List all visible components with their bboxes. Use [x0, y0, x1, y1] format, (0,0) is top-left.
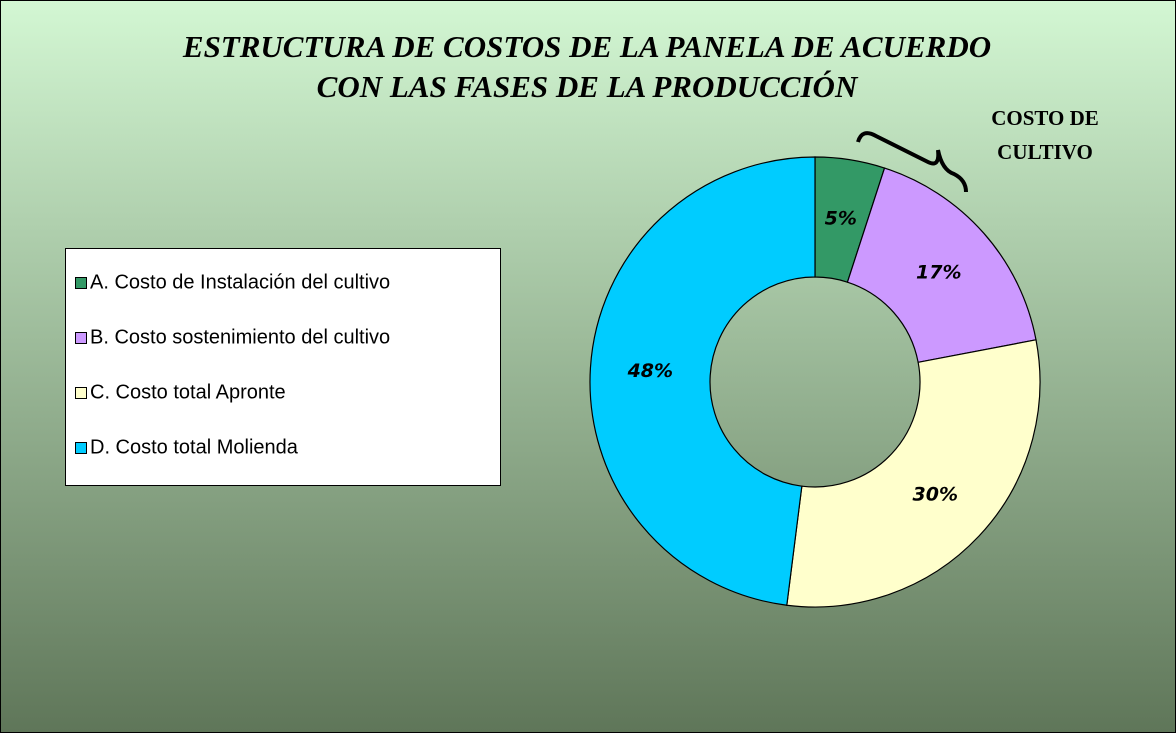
chart-title: ESTRUCTURA DE COSTOS DE LA PANELA DE ACU…: [182, 29, 991, 64]
legend-text: B. Costo sostenimiento del cultivo: [90, 326, 390, 348]
value-label: 30%: [913, 483, 958, 505]
value-label: 48%: [627, 360, 673, 382]
legend-text: D. Costo total Molienda: [90, 436, 299, 458]
donut-segment: [846, 167, 1037, 364]
legend-text: A. Costo de Instalación del cultivo: [90, 271, 390, 293]
legend-swatch: [75, 387, 87, 399]
legend-swatch: [75, 442, 87, 454]
annotation: COSTO DE: [991, 106, 1099, 130]
legend-swatch: [75, 277, 87, 289]
chart-title: CON LAS FASES DE LA PRODUCCIÓN: [317, 69, 859, 104]
donut-segment: [786, 339, 1041, 608]
annotation: CULTIVO: [997, 140, 1093, 164]
legend-text: C. Costo total Apronte: [90, 381, 286, 403]
legend-swatch: [75, 332, 87, 344]
value-label: 17%: [916, 261, 961, 283]
value-label: 5%: [825, 208, 857, 230]
donut-segment: [589, 156, 816, 606]
legend: [65, 248, 501, 486]
brace: [856, 131, 968, 193]
